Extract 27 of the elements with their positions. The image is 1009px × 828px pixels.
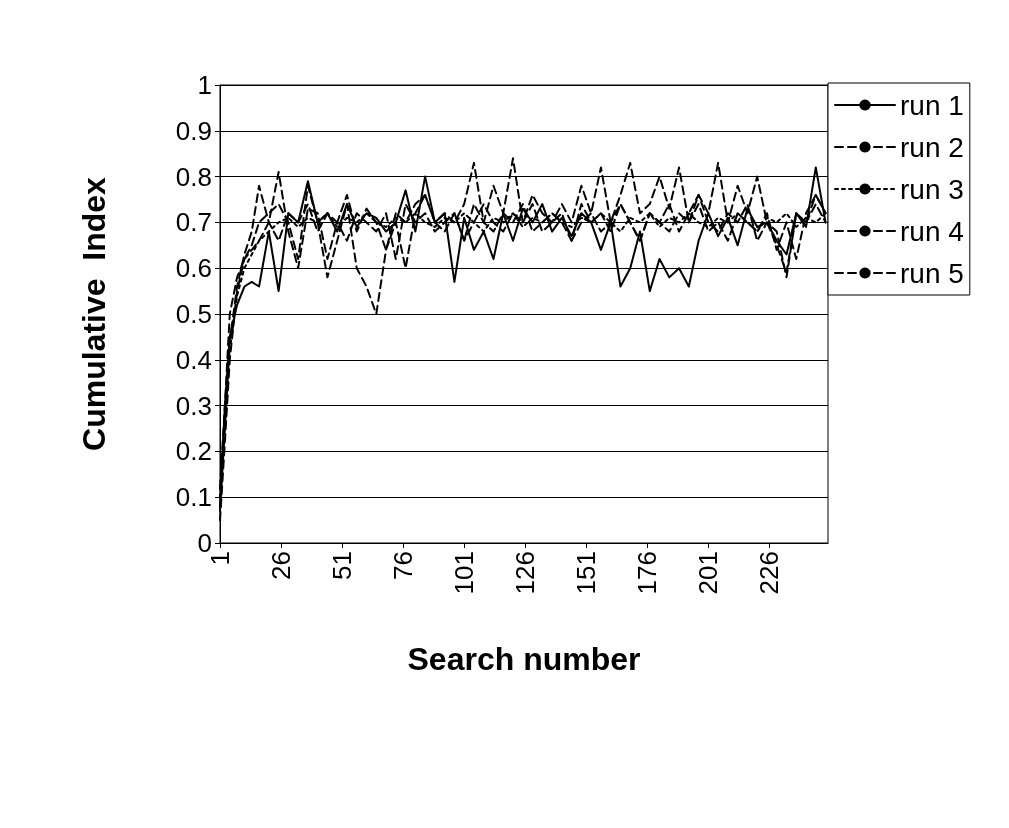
y-tick-label: 0.6 <box>175 253 212 284</box>
y-tick-label: 0.5 <box>175 299 212 329</box>
x-tick-label: 126 <box>510 551 541 595</box>
legend-label: run 1 <box>900 89 964 121</box>
y-tick-label: 0.1 <box>175 482 212 513</box>
x-tick-label: 226 <box>754 551 785 595</box>
y-tick-label: 0 <box>197 528 212 558</box>
y-axis-title: Cumulative Index <box>76 176 112 451</box>
x-tick-label: 176 <box>632 551 663 595</box>
legend-label: run 2 <box>900 131 964 163</box>
x-tick-label: 76 <box>388 551 419 580</box>
x-tick-label: 151 <box>571 551 602 595</box>
y-tick-label: 0.2 <box>175 436 212 467</box>
y-tick-label: 0.3 <box>175 390 212 421</box>
x-tick-label: 101 <box>449 551 480 595</box>
x-tick-label: 201 <box>693 551 724 595</box>
y-tick-label: 1 <box>197 70 212 100</box>
legend-label: run 4 <box>900 215 964 247</box>
x-tick-label: 51 <box>327 551 358 580</box>
legend-label: run 5 <box>900 257 964 289</box>
y-tick-label: 0.7 <box>175 207 212 238</box>
legend-label: run 3 <box>900 173 964 205</box>
x-tick-label: 26 <box>266 551 297 580</box>
y-tick-label: 0.4 <box>175 344 212 375</box>
x-axis-title: Search number <box>407 641 641 677</box>
y-tick-label: 0.9 <box>175 115 212 146</box>
y-tick-label: 0.8 <box>175 161 212 192</box>
